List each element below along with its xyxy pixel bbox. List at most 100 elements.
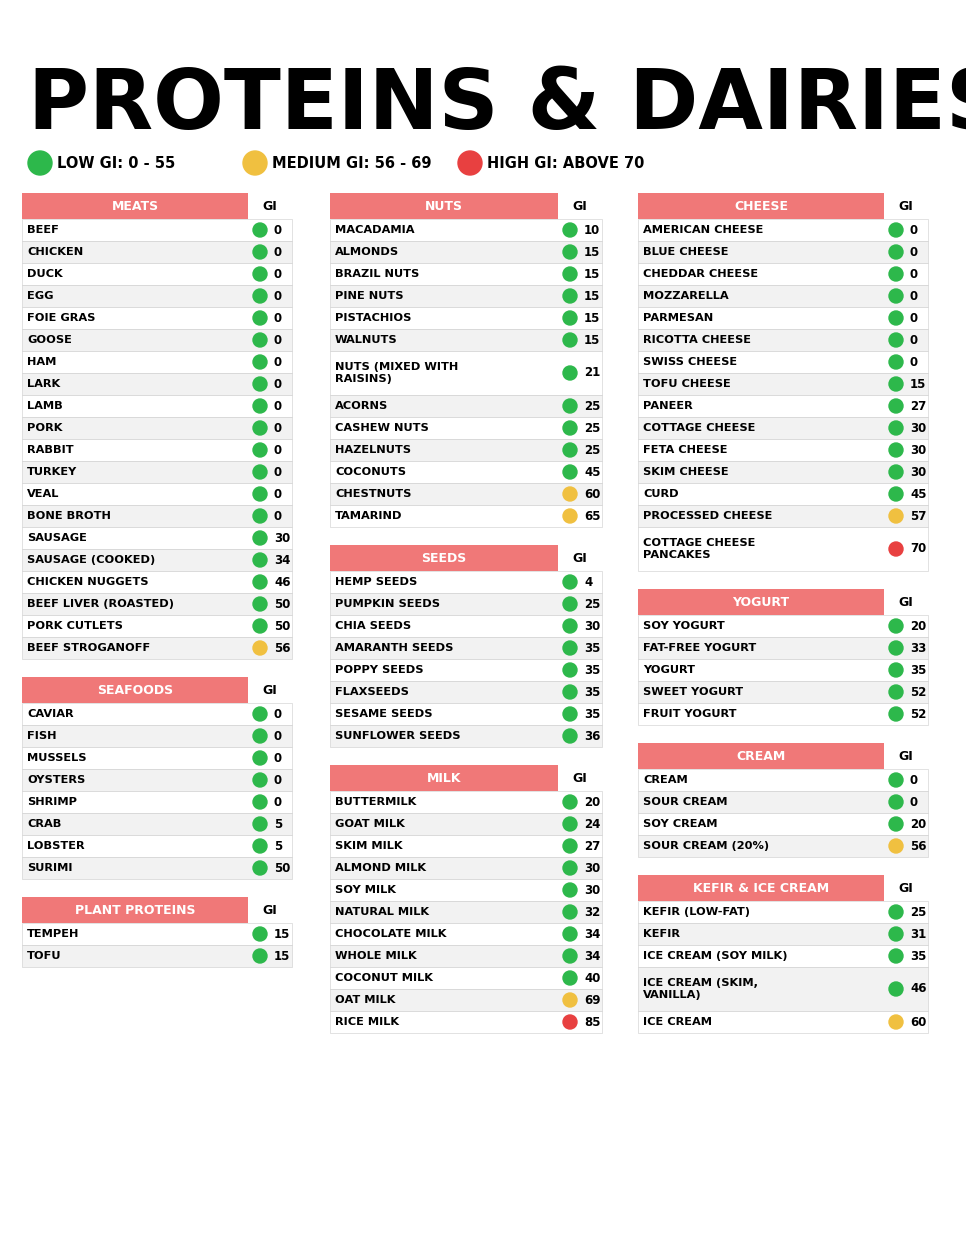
FancyBboxPatch shape bbox=[330, 219, 602, 241]
Text: GI: GI bbox=[898, 750, 914, 762]
Text: GI: GI bbox=[573, 551, 587, 565]
FancyBboxPatch shape bbox=[638, 528, 928, 571]
Text: RICOTTA CHEESE: RICOTTA CHEESE bbox=[643, 335, 751, 345]
Text: 0: 0 bbox=[274, 795, 282, 809]
Text: PORK: PORK bbox=[27, 422, 63, 432]
Text: 0: 0 bbox=[274, 268, 282, 280]
Text: LOW GI: 0 - 55: LOW GI: 0 - 55 bbox=[57, 155, 175, 170]
Text: 15: 15 bbox=[584, 268, 601, 280]
FancyBboxPatch shape bbox=[330, 505, 602, 528]
FancyBboxPatch shape bbox=[22, 482, 292, 505]
FancyBboxPatch shape bbox=[638, 812, 928, 835]
Text: SOUR CREAM (20%): SOUR CREAM (20%) bbox=[643, 841, 769, 851]
Text: RICE MILK: RICE MILK bbox=[335, 1017, 399, 1028]
Circle shape bbox=[563, 818, 577, 831]
Text: GI: GI bbox=[898, 200, 914, 212]
Text: 30: 30 bbox=[910, 444, 926, 456]
Text: CURD: CURD bbox=[643, 489, 679, 499]
Text: AMARANTH SEEDS: AMARANTH SEEDS bbox=[335, 642, 453, 652]
Text: SWISS CHEESE: SWISS CHEESE bbox=[643, 357, 737, 367]
FancyBboxPatch shape bbox=[638, 418, 928, 439]
Text: GI: GI bbox=[263, 904, 277, 916]
Text: 30: 30 bbox=[910, 465, 926, 479]
Text: CHEDDAR CHEESE: CHEDDAR CHEESE bbox=[643, 269, 758, 279]
Circle shape bbox=[889, 772, 903, 788]
Circle shape bbox=[889, 399, 903, 412]
FancyBboxPatch shape bbox=[22, 372, 292, 395]
Circle shape bbox=[253, 421, 267, 435]
Circle shape bbox=[253, 772, 267, 788]
FancyBboxPatch shape bbox=[330, 241, 602, 262]
Text: 0: 0 bbox=[274, 510, 282, 522]
Text: VEAL: VEAL bbox=[27, 489, 59, 499]
Circle shape bbox=[889, 662, 903, 678]
Text: CRAB: CRAB bbox=[27, 819, 62, 829]
FancyBboxPatch shape bbox=[330, 659, 602, 681]
Text: MILK: MILK bbox=[427, 771, 461, 785]
FancyBboxPatch shape bbox=[638, 769, 928, 791]
Text: PLANT PROTEINS: PLANT PROTEINS bbox=[74, 904, 195, 916]
Circle shape bbox=[253, 861, 267, 875]
Text: FAT-FREE YOGURT: FAT-FREE YOGURT bbox=[643, 642, 756, 652]
Circle shape bbox=[253, 378, 267, 391]
FancyBboxPatch shape bbox=[638, 703, 928, 725]
Circle shape bbox=[889, 421, 903, 435]
Text: 0: 0 bbox=[910, 290, 918, 302]
FancyBboxPatch shape bbox=[22, 418, 292, 439]
Text: 35: 35 bbox=[584, 685, 601, 699]
Text: EGG: EGG bbox=[27, 291, 53, 301]
FancyBboxPatch shape bbox=[22, 791, 292, 812]
Text: 45: 45 bbox=[910, 488, 926, 500]
Text: GI: GI bbox=[263, 684, 277, 696]
FancyBboxPatch shape bbox=[638, 742, 884, 769]
FancyBboxPatch shape bbox=[22, 812, 292, 835]
FancyBboxPatch shape bbox=[22, 835, 292, 858]
FancyBboxPatch shape bbox=[638, 461, 928, 482]
Circle shape bbox=[563, 311, 577, 325]
Circle shape bbox=[563, 795, 577, 809]
FancyBboxPatch shape bbox=[22, 748, 292, 769]
Circle shape bbox=[563, 662, 577, 678]
Text: 31: 31 bbox=[910, 928, 926, 940]
Text: NUTS: NUTS bbox=[425, 200, 463, 212]
Circle shape bbox=[889, 982, 903, 996]
Text: 15: 15 bbox=[910, 378, 926, 390]
Circle shape bbox=[889, 619, 903, 632]
FancyBboxPatch shape bbox=[638, 192, 884, 219]
Text: WHOLE MILK: WHOLE MILK bbox=[335, 951, 416, 961]
Text: BRAZIL NUTS: BRAZIL NUTS bbox=[335, 269, 419, 279]
FancyBboxPatch shape bbox=[22, 703, 292, 725]
Text: TURKEY: TURKEY bbox=[27, 468, 77, 478]
Text: DUCK: DUCK bbox=[27, 269, 63, 279]
FancyBboxPatch shape bbox=[22, 615, 292, 638]
Text: LOBSTER: LOBSTER bbox=[27, 841, 85, 851]
Text: AMERICAN CHEESE: AMERICAN CHEESE bbox=[643, 225, 763, 235]
Text: 0: 0 bbox=[274, 730, 282, 742]
Text: 50: 50 bbox=[274, 598, 291, 610]
Text: LARK: LARK bbox=[27, 379, 60, 389]
FancyBboxPatch shape bbox=[22, 262, 292, 285]
Text: KEFIR (LOW-FAT): KEFIR (LOW-FAT) bbox=[643, 908, 750, 918]
Text: KEFIR: KEFIR bbox=[643, 929, 680, 939]
FancyBboxPatch shape bbox=[22, 769, 292, 791]
Circle shape bbox=[253, 268, 267, 281]
FancyBboxPatch shape bbox=[638, 945, 928, 968]
Circle shape bbox=[889, 378, 903, 391]
Circle shape bbox=[253, 488, 267, 501]
Text: 20: 20 bbox=[910, 620, 926, 632]
Text: 0: 0 bbox=[910, 795, 918, 809]
FancyBboxPatch shape bbox=[22, 858, 292, 879]
FancyBboxPatch shape bbox=[22, 528, 292, 549]
Text: SOY MILK: SOY MILK bbox=[335, 885, 396, 895]
Text: 52: 52 bbox=[910, 707, 926, 720]
Text: GI: GI bbox=[898, 881, 914, 895]
Text: 69: 69 bbox=[584, 994, 601, 1006]
Circle shape bbox=[889, 488, 903, 501]
Text: NATURAL MILK: NATURAL MILK bbox=[335, 908, 429, 918]
FancyBboxPatch shape bbox=[330, 285, 602, 308]
Text: 0: 0 bbox=[274, 224, 282, 236]
Text: COTTAGE CHEESE
PANCAKES: COTTAGE CHEESE PANCAKES bbox=[643, 539, 755, 560]
Text: FLAXSEEDS: FLAXSEEDS bbox=[335, 688, 409, 698]
FancyBboxPatch shape bbox=[330, 461, 602, 482]
FancyBboxPatch shape bbox=[638, 285, 928, 308]
